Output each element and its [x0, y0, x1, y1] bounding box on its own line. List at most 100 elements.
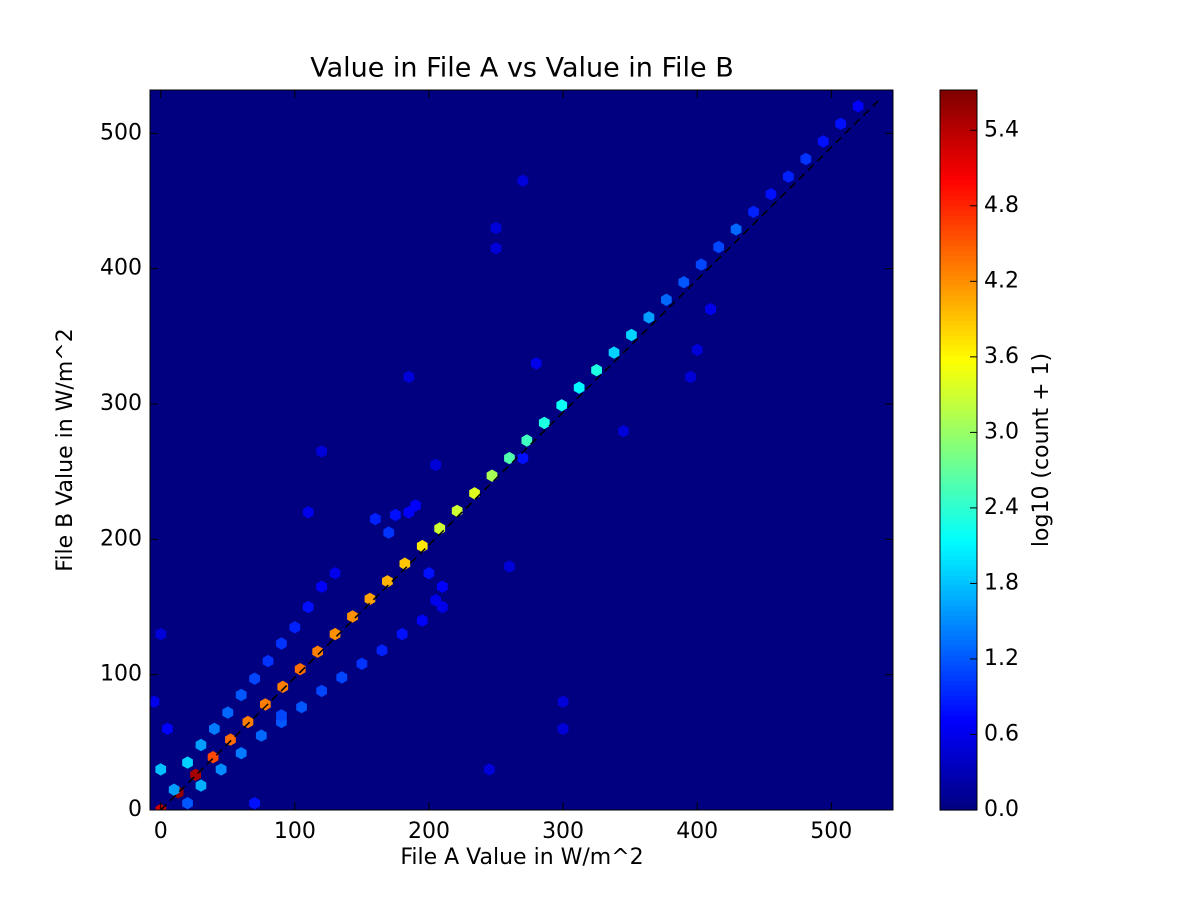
colorbar-strip — [940, 300, 977, 306]
hexbin-cell — [195, 738, 207, 752]
hexbin-cell — [276, 709, 287, 722]
hexbin-cell — [296, 700, 307, 714]
colorbar-tick-label: 1.2 — [984, 646, 1019, 671]
colorbar-strip — [940, 315, 977, 321]
hexbin-cell — [685, 370, 696, 384]
colorbar-strip — [940, 170, 977, 176]
hexbin-cell — [195, 779, 207, 792]
colorbar-strip — [940, 540, 977, 546]
colorbar-strip — [940, 470, 977, 476]
hexbin-cell — [430, 594, 441, 607]
hexbin-cell — [302, 506, 314, 519]
colorbar-strip — [940, 680, 977, 686]
colorbar-strip — [940, 755, 977, 761]
colorbar-strip — [940, 795, 977, 801]
colorbar-strip — [940, 225, 977, 231]
hexbin-cell — [235, 747, 247, 760]
colorbar-strip — [940, 110, 977, 116]
chart-title: Value in File A vs Value in File B — [310, 53, 734, 84]
hexbin-cell — [182, 797, 193, 810]
colorbar-strip — [940, 105, 977, 111]
hexbin-cell — [242, 715, 254, 729]
x-tick-label: 200 — [408, 819, 450, 844]
colorbar-strip — [940, 525, 977, 531]
hexbin-cell — [490, 242, 502, 255]
colorbar-strip — [940, 270, 977, 276]
hexbin-cell — [835, 117, 847, 130]
colorbar-strip — [940, 785, 977, 791]
hexbin-cell — [691, 343, 703, 356]
hexbin-cell — [661, 293, 672, 306]
colorbar-strip — [940, 285, 977, 291]
colorbar-strip — [940, 625, 977, 631]
hexbin-cell — [643, 311, 655, 324]
hexbin-cell — [312, 645, 323, 658]
colorbar-strip — [940, 370, 977, 376]
hexbin-cell — [182, 756, 193, 769]
x-tick-label: 500 — [810, 819, 852, 844]
colorbar-strip — [940, 505, 977, 511]
colorbar-strip — [940, 180, 977, 186]
colorbar-strip — [940, 745, 977, 751]
hexbin-cell — [517, 451, 529, 465]
overlay: 0 100 200 300 400 500 0 100 200 300 400 500 0.0 0.6 1.… — [100, 89, 1019, 844]
colorbar-strip — [940, 390, 977, 396]
x-tick-label: 400 — [676, 819, 718, 844]
colorbar-strip — [940, 710, 977, 716]
colorbar-strip — [940, 575, 977, 581]
colorbar-strip — [940, 220, 977, 226]
hexbin-cell — [591, 364, 602, 377]
hexbin-cell — [730, 223, 742, 236]
colorbar-strip — [940, 570, 977, 576]
colorbar-strip — [940, 520, 977, 526]
colorbar-strip — [940, 95, 977, 101]
colorbar-strip — [940, 420, 977, 426]
colorbar-strip — [940, 125, 977, 131]
colorbar-strip — [940, 360, 977, 366]
colorbar-strip — [940, 670, 977, 676]
x-tick-label: 300 — [542, 819, 584, 844]
hexbin-cell — [783, 170, 794, 183]
hexbin-cell — [618, 424, 629, 438]
hexbin-cell — [416, 614, 428, 627]
colorbar-strip — [940, 395, 977, 401]
colorbar-strip — [940, 195, 977, 201]
colorbar-strip — [940, 355, 977, 361]
colorbar-strip — [940, 765, 977, 771]
hexbin-cell — [376, 644, 388, 657]
hexbin-cell — [748, 205, 759, 218]
colorbar-strip — [940, 690, 977, 696]
colorbar-strip — [940, 235, 977, 241]
colorbar-strip — [940, 775, 977, 781]
colorbar-strip — [940, 185, 977, 191]
x-axis-label: File A Value in W/m^2 — [400, 845, 643, 870]
colorbar-strip — [940, 275, 977, 281]
colorbar-strip — [940, 805, 977, 811]
colorbar-strip — [940, 400, 977, 406]
hexbin-cell — [316, 580, 327, 593]
colorbar-strip — [940, 615, 977, 621]
colorbar-strip — [940, 205, 977, 211]
colorbar-strip — [940, 330, 977, 336]
x-tick-label: 0 — [154, 819, 168, 844]
hexbin-cell — [399, 557, 411, 570]
colorbar-strip — [940, 600, 977, 606]
colorbar-strip — [940, 565, 977, 571]
colorbar-strip — [940, 695, 977, 701]
hexbin-cell — [336, 671, 348, 684]
colorbar-strip — [940, 445, 977, 451]
hexbin-cell — [608, 346, 620, 359]
hexbin-cell — [521, 434, 533, 447]
colorbar-strip — [940, 635, 977, 641]
colorbar-strip — [940, 325, 977, 331]
hexbin-cell — [530, 357, 542, 370]
colorbar-strip — [940, 560, 977, 566]
colorbar-strip — [940, 435, 977, 441]
colorbar-strip — [940, 500, 977, 506]
hexbin-cell — [556, 399, 568, 412]
colorbar-tick-label: 1.8 — [984, 570, 1019, 595]
y-tick-label: 200 — [100, 526, 142, 551]
colorbar-tick-label: 3.6 — [984, 344, 1019, 369]
hexbin-cell — [155, 627, 167, 641]
colorbar-strip — [940, 720, 977, 726]
